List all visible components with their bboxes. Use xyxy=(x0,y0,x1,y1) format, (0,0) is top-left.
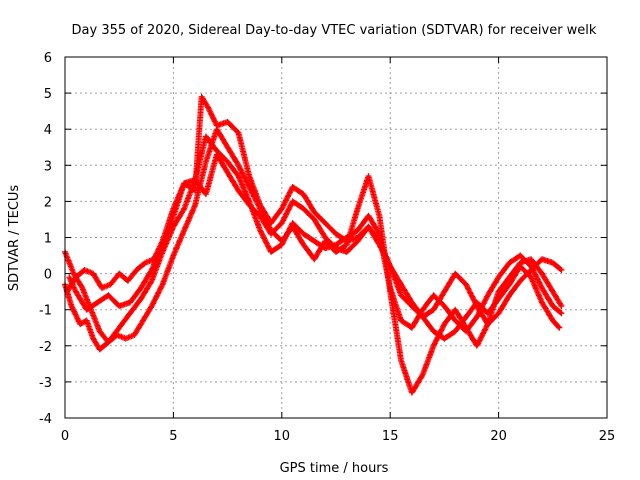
series-track-2 xyxy=(66,151,563,342)
y-tick-label: 4 xyxy=(44,123,52,138)
series-track-3 xyxy=(62,126,565,396)
y-tick-label: 3 xyxy=(44,159,52,174)
grid xyxy=(65,57,607,418)
y-axis-label: SDTVAR / TECUs xyxy=(7,185,22,292)
axis-ticks: 0 5 10 15 20 25 -4 -3 -2 -1 0 1 2 3 4 5 6 xyxy=(39,51,615,444)
y-tick-label: -1 xyxy=(39,304,52,319)
y-tick-label: 5 xyxy=(44,87,52,102)
series-track-4 xyxy=(64,93,565,328)
y-tick-label: -2 xyxy=(39,340,52,355)
y-tick-label: -4 xyxy=(39,412,52,427)
y-tick-label: 0 xyxy=(44,268,52,283)
x-tick-label: 25 xyxy=(599,429,616,444)
chart-title: Day 355 of 2020, Sidereal Day-to-day VTE… xyxy=(72,23,597,38)
x-tick-label: 15 xyxy=(382,429,399,444)
x-axis-label: GPS time / hours xyxy=(280,461,389,476)
x-tick-label: 20 xyxy=(490,429,507,444)
x-tick-label: 0 xyxy=(61,429,69,444)
y-tick-label: -3 xyxy=(39,376,52,391)
y-tick-label: 2 xyxy=(44,195,52,210)
y-tick-label: 1 xyxy=(44,232,52,247)
x-tick-label: 5 xyxy=(169,429,177,444)
data-points xyxy=(62,93,565,396)
y-tick-label: 6 xyxy=(44,51,52,66)
x-tick-label: 10 xyxy=(274,429,291,444)
